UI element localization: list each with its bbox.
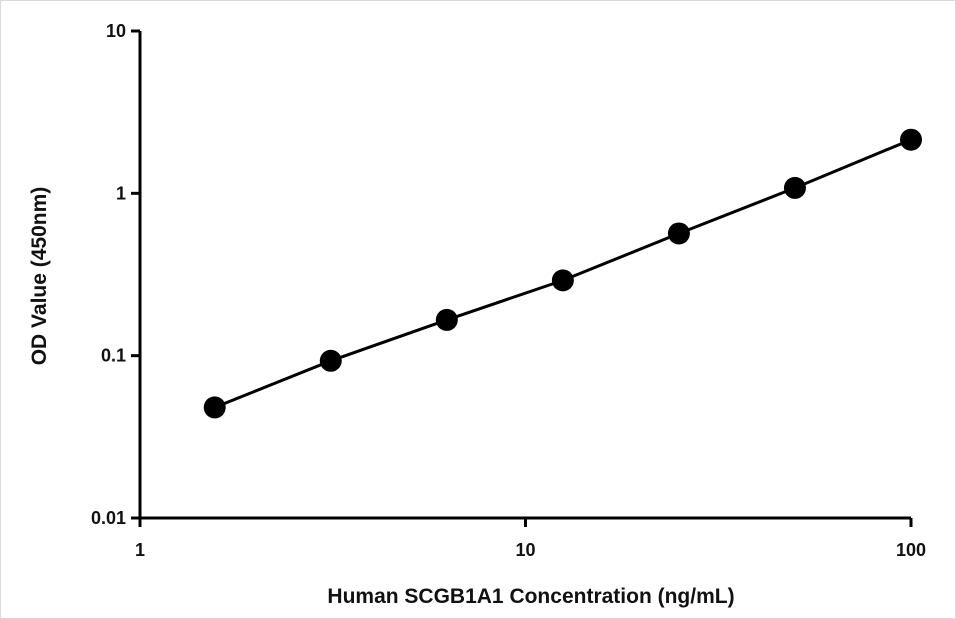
data-point	[435, 308, 458, 331]
y-tick-label: 0.1	[101, 346, 126, 366]
data-point	[319, 349, 342, 372]
x-tick-label: 100	[896, 540, 926, 560]
data-layer	[203, 128, 922, 419]
x-axis-title: Human SCGB1A1 Concentration (ng/mL)	[327, 585, 734, 608]
data-point	[783, 176, 806, 199]
axes	[138, 31, 911, 520]
x-tick-label: 10	[515, 540, 535, 560]
ticks: 0.01 0.1 1 10 1 10 100	[91, 21, 926, 560]
data-point	[667, 222, 690, 245]
data-point	[551, 269, 574, 292]
y-axis-title: OD Value (450nm)	[28, 187, 51, 366]
data-point	[900, 128, 922, 151]
x-tick-label: 1	[135, 540, 145, 560]
y-tick-label: 0.01	[91, 508, 126, 528]
y-tick-label: 1	[116, 183, 126, 203]
data-point	[203, 396, 226, 419]
y-tick-label: 10	[106, 21, 126, 41]
